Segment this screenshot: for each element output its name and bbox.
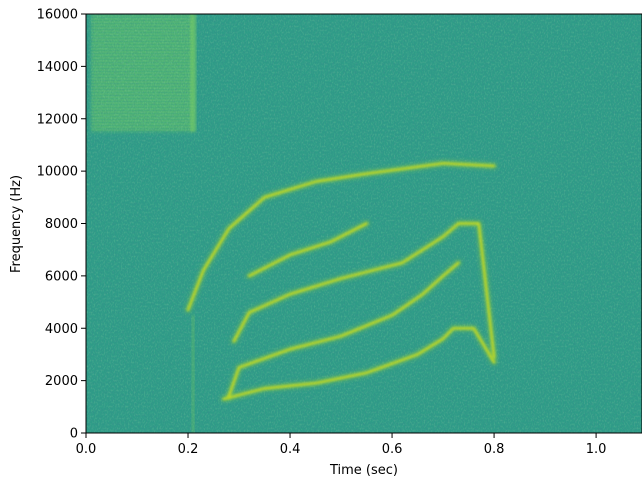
chart-series — [185, 160, 498, 402]
y-tick-label: 6000 — [45, 269, 78, 284]
y-tick-label: 4000 — [45, 322, 78, 337]
x-tick-label: 0.6 — [382, 442, 403, 457]
x-axis-label: Time (sec) — [329, 463, 398, 478]
harmonic-trace-4 — [248, 222, 368, 278]
plot-area — [86, 14, 642, 433]
harmonic-trace-0 — [222, 327, 496, 401]
x-tick-label: 0.0 — [76, 442, 97, 457]
y-axis: 0 2000 4000 6000 8000 10000 12000 14000 16000 — [37, 8, 86, 442]
y-tick-label: 2000 — [45, 374, 78, 389]
y-tick-label: 0 — [70, 427, 78, 442]
y-tick-label: 14000 — [37, 60, 78, 75]
x-tick-label: 0.8 — [484, 442, 505, 457]
x-tick-label: 1.0 — [586, 442, 607, 457]
click-line-lower — [191, 315, 195, 433]
x-tick-label: 0.2 — [178, 442, 199, 457]
click-line — [190, 14, 197, 433]
y-tick-label: 16000 — [37, 8, 78, 23]
y-axis-label: Frequency (Hz) — [9, 175, 24, 273]
harmonic-trace-3 — [186, 162, 496, 312]
click-line-upper — [190, 14, 197, 132]
harmonic-trace-1 — [227, 261, 460, 398]
x-axis: 0.0 0.2 0.4 0.6 0.8 1.0 — [76, 433, 607, 457]
y-tick-label: 10000 — [37, 165, 78, 180]
harmonic-trace-2 — [232, 222, 496, 359]
y-tick-label: 12000 — [37, 112, 78, 127]
y-tick-label: 8000 — [45, 217, 78, 232]
x-tick-label: 0.4 — [280, 442, 301, 457]
